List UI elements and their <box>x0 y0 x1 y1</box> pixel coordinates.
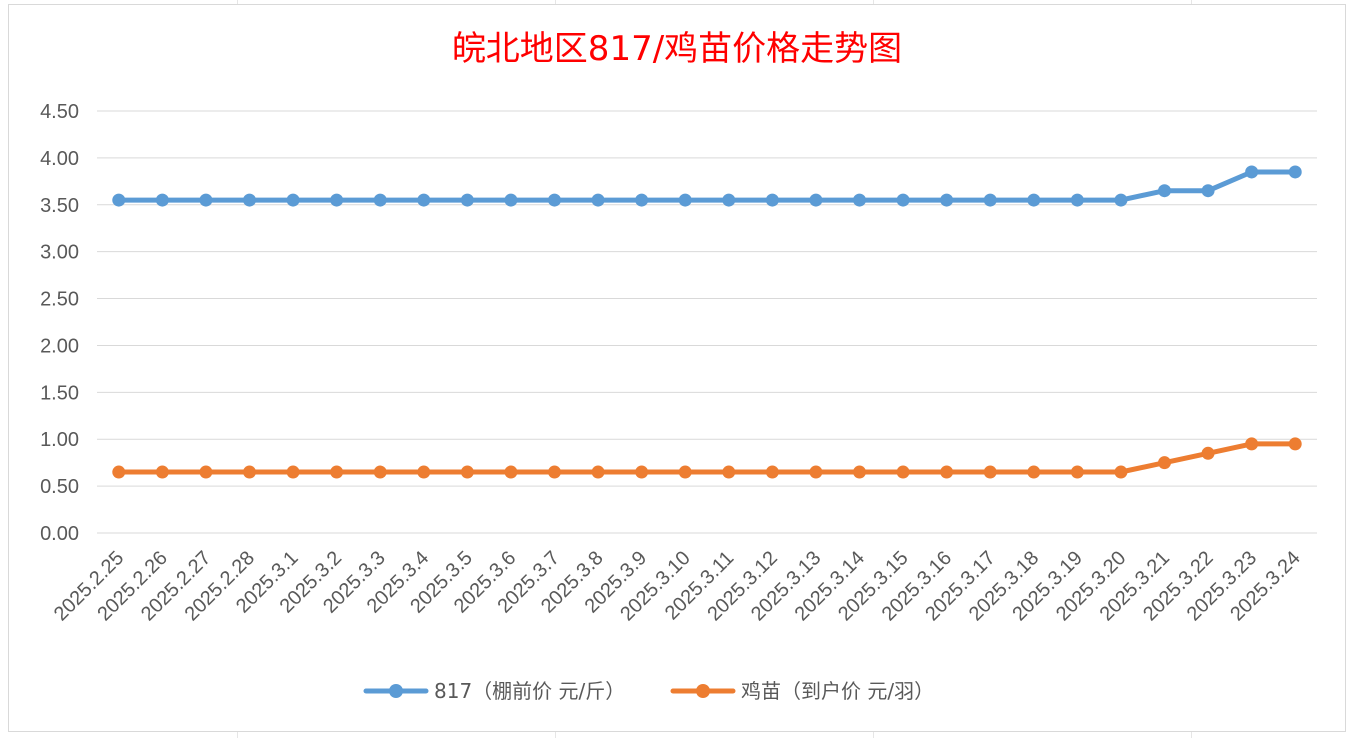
data-point[interactable] <box>373 465 387 479</box>
data-point[interactable] <box>591 193 605 207</box>
data-point[interactable] <box>635 193 649 207</box>
data-point[interactable] <box>1027 465 1041 479</box>
data-point[interactable] <box>809 465 823 479</box>
data-point[interactable] <box>765 193 779 207</box>
data-point[interactable] <box>330 465 344 479</box>
grid-layer <box>97 110 1317 534</box>
data-point[interactable] <box>460 465 474 479</box>
data-point[interactable] <box>1245 165 1259 179</box>
series-2 <box>112 437 1302 479</box>
data-point[interactable] <box>155 465 169 479</box>
legend-label: 817（棚前价 元/斤） <box>434 679 625 703</box>
series-line <box>116 169 1298 203</box>
data-point[interactable] <box>722 193 736 207</box>
legend-label: 鸡苗（到户价 元/羽） <box>741 679 934 703</box>
series-line <box>116 441 1298 475</box>
y-tick-label: 2.00 <box>40 335 79 357</box>
data-point[interactable] <box>112 193 126 207</box>
y-tick-label: 0.00 <box>40 523 79 545</box>
legend-item-1[interactable]: 817（棚前价 元/斤） <box>363 679 625 703</box>
data-point[interactable] <box>591 465 605 479</box>
data-point[interactable] <box>765 465 779 479</box>
data-point[interactable] <box>1245 437 1259 451</box>
data-point[interactable] <box>373 193 387 207</box>
data-point[interactable] <box>1114 465 1128 479</box>
y-tick-label: 1.50 <box>40 382 79 404</box>
x-axis: 2025.2.252025.2.262025.2.272025.2.282025… <box>50 547 1305 625</box>
data-point[interactable] <box>678 193 692 207</box>
data-point[interactable] <box>1201 446 1215 460</box>
data-point[interactable] <box>1288 165 1302 179</box>
data-point[interactable] <box>548 193 561 207</box>
series-layer <box>112 165 1302 479</box>
data-point[interactable] <box>243 465 256 479</box>
data-point[interactable] <box>112 465 126 479</box>
data-point[interactable] <box>1027 193 1041 207</box>
chart-area[interactable] <box>8 4 1346 732</box>
y-tick-label: 1.00 <box>40 429 79 451</box>
data-point[interactable] <box>199 465 213 479</box>
data-point[interactable] <box>504 465 518 479</box>
y-tick-label: 3.50 <box>40 195 79 217</box>
data-point[interactable] <box>155 193 169 207</box>
data-point[interactable] <box>1114 193 1128 207</box>
data-point[interactable] <box>896 193 910 207</box>
data-point[interactable] <box>809 193 823 207</box>
y-tick-label: 3.00 <box>40 242 79 264</box>
data-point[interactable] <box>1158 456 1171 470</box>
data-point[interactable] <box>983 465 997 479</box>
data-point[interactable] <box>286 193 300 207</box>
legend-item-2[interactable]: 鸡苗（到户价 元/羽） <box>670 679 934 703</box>
data-point[interactable] <box>243 193 256 207</box>
data-point[interactable] <box>504 193 518 207</box>
y-tick-label: 4.00 <box>40 148 79 170</box>
chart-title: 皖北地区817/鸡苗价格走势图 <box>452 29 902 69</box>
data-point[interactable] <box>983 193 997 207</box>
y-tick-label: 4.50 <box>40 101 79 123</box>
legend-swatch-marker <box>696 684 710 698</box>
data-point[interactable] <box>548 465 561 479</box>
data-point[interactable] <box>417 465 431 479</box>
data-point[interactable] <box>460 193 474 207</box>
data-point[interactable] <box>635 465 649 479</box>
data-point[interactable] <box>1201 184 1215 198</box>
data-point[interactable] <box>722 465 736 479</box>
data-point[interactable] <box>896 465 910 479</box>
data-point[interactable] <box>853 193 866 207</box>
data-point[interactable] <box>678 465 692 479</box>
data-point[interactable] <box>417 193 431 207</box>
data-point[interactable] <box>1070 465 1084 479</box>
series-1 <box>112 165 1302 207</box>
legend: 817（棚前价 元/斤） 鸡苗（到户价 元/羽） <box>363 679 934 703</box>
data-point[interactable] <box>199 193 213 207</box>
data-point[interactable] <box>330 193 344 207</box>
data-point[interactable] <box>940 193 954 207</box>
y-tick-label: 0.50 <box>40 476 79 498</box>
data-point[interactable] <box>940 465 954 479</box>
data-point[interactable] <box>1070 193 1084 207</box>
data-point[interactable] <box>286 465 300 479</box>
legend-swatch-marker <box>389 684 403 698</box>
data-point[interactable] <box>853 465 866 479</box>
y-axis: 0.00 0.50 1.00 1.50 2.00 2.50 3.00 3.50 4.00 4.50 <box>40 101 79 545</box>
data-point[interactable] <box>1288 437 1302 451</box>
y-tick-label: 2.50 <box>40 289 79 311</box>
data-point[interactable] <box>1158 184 1171 198</box>
